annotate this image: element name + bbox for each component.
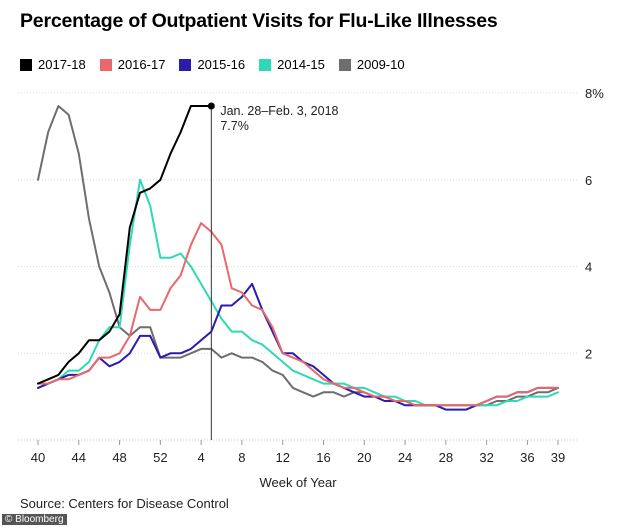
x-tick-label: 32 (479, 450, 493, 465)
legend-label: 2015-16 (197, 57, 246, 72)
x-tick-label: 16 (316, 450, 330, 465)
series-line-2014-15 (37, 178, 559, 407)
x-tick-label: 52 (153, 450, 167, 465)
legend-swatch (179, 58, 192, 71)
x-tick-label: 4 (198, 450, 205, 465)
legend-item: 2009-10 (338, 57, 405, 72)
legend-item: 2014-15 (259, 57, 325, 72)
legend: 2017-18 2016-17 2015-16 2014-15 2009-10 (20, 57, 419, 72)
series-line-2016-17 (37, 222, 559, 407)
annotation-value: 7.7% (220, 119, 249, 133)
x-tick-label: 40 (31, 450, 45, 465)
legend-swatch (99, 58, 112, 71)
bloomberg-credit: © Bloomberg (2, 514, 67, 525)
legend-swatch (259, 58, 272, 71)
y-tick-label: 2 (585, 346, 592, 361)
legend-label: 2009-10 (356, 57, 405, 72)
legend-swatch (20, 58, 32, 71)
series-line-2015-16 (37, 282, 559, 411)
x-tick-label: 8 (238, 450, 245, 465)
legend-label: 2014-15 (277, 57, 325, 72)
x-tick-label: 39 (551, 450, 565, 465)
y-tick-label: 8% (585, 86, 604, 101)
source-note: Source: Centers for Disease Control (20, 496, 229, 511)
x-tick-label: 20 (357, 450, 371, 465)
annotation-dot (207, 102, 215, 110)
x-tick-label: 12 (275, 450, 289, 465)
x-tick-label: 36 (520, 450, 534, 465)
series-line-2017-18 (37, 105, 213, 385)
x-axis-title: Week of Year (259, 475, 337, 490)
chart-title: Percentage of Outpatient Visits for Flu-… (20, 10, 498, 32)
annotation-date: Jan. 28–Feb. 3, 2018 (220, 104, 338, 118)
y-tick-label: 4 (585, 260, 592, 275)
x-tick-label: 48 (112, 450, 126, 465)
legend-item: 2016-17 (99, 57, 166, 72)
legend-label: 2017-18 (38, 57, 86, 72)
y-tick-label: 6 (585, 173, 592, 188)
x-tick-label: 44 (72, 450, 86, 465)
legend-item: 2017-18 (20, 57, 86, 72)
x-tick-label: 28 (439, 450, 453, 465)
legend-item: 2015-16 (179, 57, 245, 72)
legend-label: 2016-17 (117, 57, 166, 72)
legend-swatch (338, 58, 351, 71)
x-tick-label: 24 (398, 450, 412, 465)
